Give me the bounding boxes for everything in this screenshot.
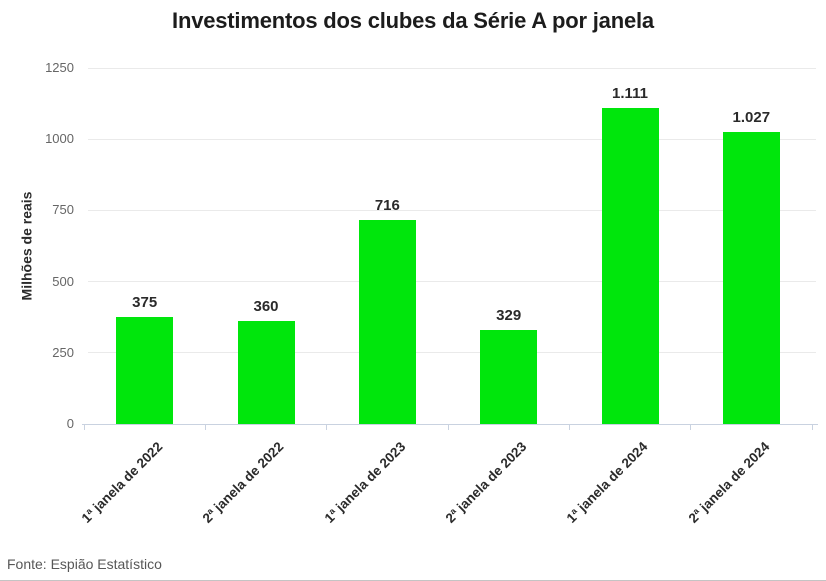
- bar: [601, 107, 659, 424]
- x-tick-label-text: 2ª janela de 2022: [199, 439, 287, 526]
- value-label: 360: [253, 298, 279, 316]
- gridline: [88, 281, 816, 283]
- bar: [358, 220, 416, 424]
- y-tick-label: 1250: [45, 60, 74, 75]
- x-axis-tick: [690, 424, 692, 430]
- source-note: Fonte: Espião Estatístico: [7, 556, 162, 572]
- value-label: 329: [496, 307, 522, 325]
- bar: [480, 330, 538, 424]
- plot-area: Milhões de reais 0 250 500 750 1000 1250 375 1ª…: [18, 60, 818, 526]
- x-tick-label-text: 2ª janela de 2023: [442, 439, 530, 526]
- y-tick-label: 1000: [45, 131, 74, 147]
- x-tick-label-text: 1ª janela de 2022: [78, 439, 166, 526]
- y-tick-label: 0: [66, 416, 74, 431]
- y-tick-label: 750: [52, 202, 74, 218]
- x-tick-label-text: 1ª janela de 2023: [321, 439, 408, 526]
- x-axis-tick: [568, 424, 570, 430]
- x-tick-label-text: 1ª janela de 2024: [563, 439, 651, 526]
- y-tick-label: 250: [52, 344, 74, 360]
- x-axis-tick: [326, 424, 328, 430]
- x-axis-tick: [83, 424, 85, 430]
- bar: [722, 131, 780, 424]
- x-tick-label-text: 2ª janela de 2024: [685, 439, 772, 526]
- value-label: 375: [132, 294, 158, 312]
- x-axis-tick: [447, 424, 449, 430]
- value-label: 1.027: [732, 108, 771, 126]
- y-tick-label: 500: [52, 273, 74, 289]
- gridline: [88, 67, 816, 69]
- bar: [237, 321, 295, 424]
- gridline: [88, 138, 816, 140]
- y-axis-title: Milhões de reais: [14, 68, 38, 424]
- x-axis-tick: [204, 424, 206, 430]
- gridline: [88, 209, 816, 211]
- x-axis-line: [82, 424, 818, 425]
- value-label: 1.111: [612, 84, 648, 102]
- value-label: 716: [374, 197, 400, 215]
- x-axis-tick: [811, 424, 813, 430]
- chart-title: Investimentos dos clubes da Série A por …: [172, 8, 654, 33]
- gridline: [88, 352, 816, 354]
- bar: [116, 317, 174, 424]
